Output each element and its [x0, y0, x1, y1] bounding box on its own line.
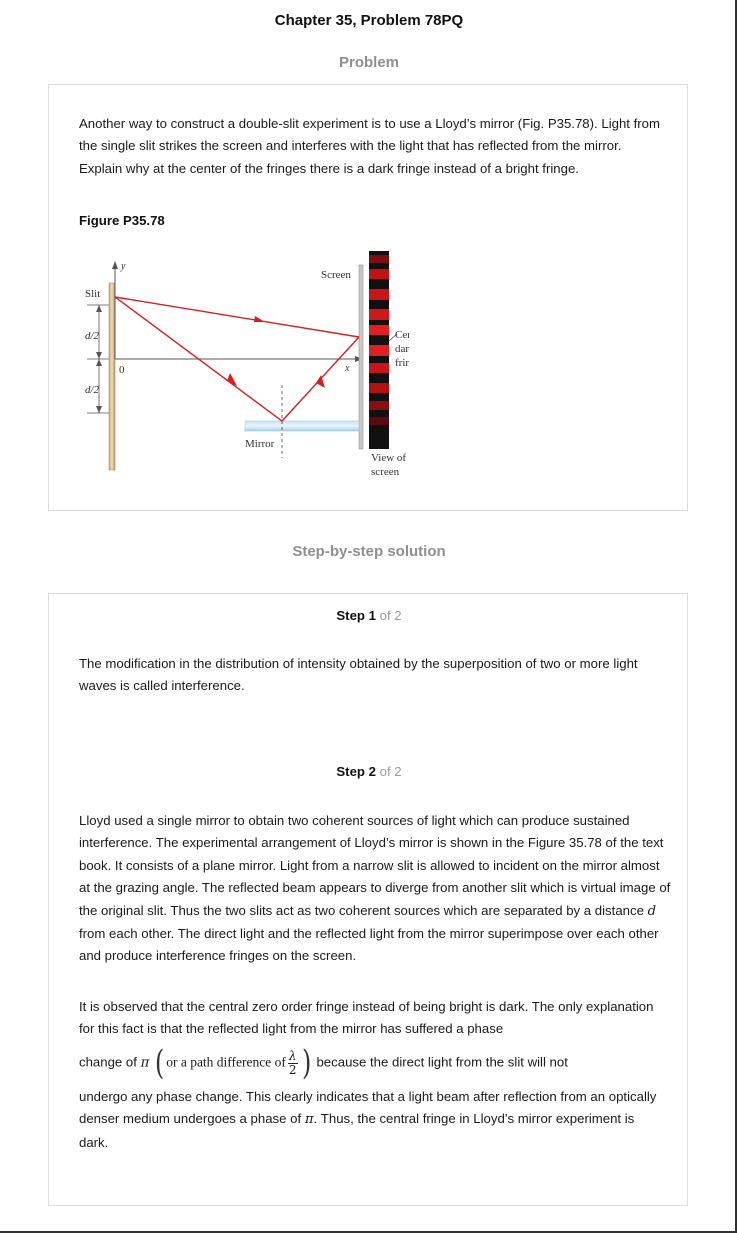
step2-of: of 2 [379, 764, 402, 779]
y-axis-label: y [120, 261, 126, 272]
direct-ray [114, 296, 360, 338]
step2-p1-part1: Lloyd used a single mirror to obtain two… [79, 813, 671, 918]
step2-card: Step 2 of 2 Lloyd used a single mirror t… [48, 750, 688, 1206]
step2-paragraph1: Lloyd used a single mirror to obtain two… [79, 810, 671, 968]
page-border-right [735, 0, 737, 1233]
path-difference-text: or a path difference of [166, 1054, 286, 1070]
dim-arrow-bottom-down [96, 406, 102, 413]
figure-label: Figure P35.78 [79, 213, 165, 228]
phase-suffix: because the direct light from the slit w… [316, 1054, 568, 1070]
problem-text: Another way to construct a double-slit e… [79, 116, 660, 176]
screen-label: Screen [321, 269, 351, 281]
half-d-top-label: d/2 [85, 330, 100, 342]
lambda-symbol: λ [287, 1048, 298, 1064]
dim-arrow-top-up [96, 305, 102, 312]
x-axis-label: x [344, 363, 350, 374]
step2-p3-part1: undergo any phase change. This clearly i… [79, 1089, 657, 1127]
pi-symbol-2: π [304, 1112, 314, 1128]
direct-ray-arrow [254, 316, 265, 322]
left-paren: ( [154, 1043, 165, 1083]
origin-label: 0 [119, 364, 125, 376]
page-border-bottom [0, 1231, 737, 1233]
lloyds-mirror-figure: y Slit d/2 d/2 0 x Screen Mirror [85, 251, 409, 478]
view-label-line1: View of [371, 452, 406, 464]
problem-heading: Problem [338, 54, 399, 71]
step1-header: Step 1 of 2 [49, 608, 689, 623]
step2-paragraph3: undergo any phase change. This clearly i… [79, 1086, 664, 1154]
screen-edge [358, 264, 364, 450]
half-d-bottom-label: d/2 [85, 384, 100, 396]
step1-of: of 2 [379, 608, 402, 623]
central-label-line2: dark [395, 343, 409, 355]
central-label-line1: Central [395, 329, 409, 341]
dim-arrow-top-down [96, 352, 102, 359]
dim-arrow-bottom-up [96, 359, 102, 366]
step1-label: Step 1 [336, 608, 376, 623]
step2-header: Step 2 of 2 [49, 764, 689, 779]
slit-barrier [108, 282, 116, 471]
distance-d-symbol: d [647, 903, 657, 919]
incident-ray-arrow [227, 373, 237, 386]
step2-p3-part2: . Thus, the central fringe in Lloyd’s mi… [79, 1111, 635, 1150]
screen-view-fringes [369, 251, 389, 449]
central-fringe-pointer [388, 333, 398, 342]
central-label-line3: fringe [395, 357, 409, 369]
step2-paragraph2: It is observed that the central zero ord… [79, 999, 654, 1037]
y-axis-arrowhead [112, 261, 118, 269]
pi-symbol: π [140, 1055, 150, 1071]
reflected-ray [114, 296, 360, 422]
mirror-label: Mirror [245, 438, 275, 450]
step2-p1-part2: from each other. The direct light and th… [79, 926, 659, 964]
right-paren: ) [301, 1043, 311, 1083]
problem-card: Another way to construct a double-slit e… [48, 84, 688, 511]
mirror [244, 420, 360, 432]
solution-heading: Step-by-step solution [292, 543, 446, 560]
step2-label: Step 2 [336, 764, 376, 779]
step2-phase-line: change of π (or a path difference of λ 2) … [79, 1046, 674, 1080]
step1-text: The modification in the distribution of … [79, 656, 638, 694]
page-title: Chapter 35, Problem 78PQ [274, 12, 464, 29]
view-label-line2: screen [371, 466, 400, 478]
step1-card: Step 1 of 2 The modification in the dist… [48, 593, 688, 751]
denominator-two: 2 [288, 1062, 297, 1077]
phase-prefix: change of [79, 1054, 141, 1070]
slit-label: Slit [85, 288, 100, 300]
reflected-ray-arrow [316, 375, 325, 388]
